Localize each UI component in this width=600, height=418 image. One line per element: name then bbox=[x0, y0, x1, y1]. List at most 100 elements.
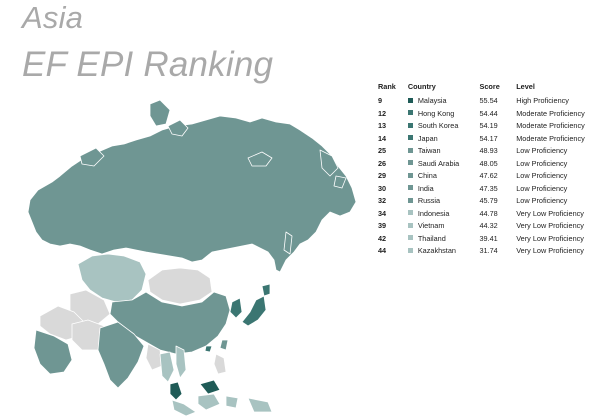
score-cell: 54.44 bbox=[479, 108, 498, 118]
table-row: 44 Kazakhstan 31.74 Very Low Proficiency bbox=[378, 245, 600, 258]
title-line-2: EF EPI Ranking bbox=[22, 45, 274, 84]
country-name: Kazakhstan bbox=[417, 246, 456, 255]
score-cell: 55.54 bbox=[479, 96, 498, 105]
rank-cell: 26 bbox=[378, 158, 387, 168]
level-cell: Moderate Proficiency bbox=[516, 108, 585, 118]
malaysia-region bbox=[169, 381, 183, 401]
country-header: Country bbox=[407, 82, 436, 91]
country-name: Thailand bbox=[417, 233, 446, 243]
country-name: South Korea bbox=[417, 121, 459, 130]
level-cell: Low Proficiency bbox=[516, 196, 568, 205]
title-line-1: Asia bbox=[22, 0, 84, 35]
rank-cell: 44 bbox=[378, 246, 387, 255]
country-cell: Indonesia bbox=[407, 208, 480, 221]
country-cell: Russia bbox=[407, 195, 480, 208]
legend-swatch bbox=[407, 160, 413, 166]
thailand-region bbox=[159, 351, 175, 383]
legend-swatch bbox=[407, 97, 413, 103]
country-name: India bbox=[417, 183, 434, 193]
country-cell: Taiwan bbox=[407, 145, 480, 158]
country-name: China bbox=[417, 171, 437, 180]
country-cell: India bbox=[407, 183, 480, 196]
legend-swatch bbox=[407, 235, 413, 241]
rank-cell: 29 bbox=[378, 171, 387, 180]
hong-kong-region bbox=[204, 345, 213, 353]
legend-swatch bbox=[407, 172, 413, 178]
legend-swatch bbox=[407, 110, 413, 116]
taiwan-region bbox=[219, 339, 229, 351]
table-row: 29 China 47.62 Low Proficiency bbox=[378, 170, 600, 183]
table-row: 12 Hong Kong 54.44 Moderate Proficiency bbox=[378, 108, 600, 121]
level-cell: Very Low Proficiency bbox=[516, 221, 584, 230]
score-cell: 45.79 bbox=[479, 196, 498, 205]
score-cell: 47.35 bbox=[479, 183, 498, 193]
country-cell: Malaysia bbox=[407, 95, 480, 108]
country-name: Indonesia bbox=[417, 208, 450, 218]
score-cell: 54.17 bbox=[479, 133, 498, 143]
south-korea-region bbox=[229, 297, 243, 319]
legend-swatch bbox=[407, 210, 413, 216]
country-name: Malaysia bbox=[417, 96, 447, 105]
score-cell: 44.32 bbox=[479, 221, 498, 230]
table-row: 13 South Korea 54.19 Moderate Proficiency bbox=[378, 120, 600, 133]
rank-cell: 32 bbox=[378, 196, 387, 205]
country-cell: Japan bbox=[407, 133, 480, 146]
level-cell: Very Low Proficiency bbox=[516, 208, 584, 218]
score-cell: 48.05 bbox=[479, 158, 498, 168]
level-cell: Low Proficiency bbox=[516, 183, 568, 193]
table-row: 9 Malaysia 55.54 High Proficiency bbox=[378, 95, 600, 108]
japan-region bbox=[241, 295, 267, 327]
rank-cell: 9 bbox=[378, 96, 383, 105]
rank-cell: 13 bbox=[378, 121, 387, 130]
india-region bbox=[97, 321, 145, 389]
country-name: Taiwan bbox=[417, 146, 441, 155]
level-cell: Low Proficiency bbox=[516, 158, 568, 168]
table-row: 39 Vietnam 44.32 Very Low Proficiency bbox=[378, 220, 600, 233]
score-cell: 31.74 bbox=[479, 246, 498, 255]
country-cell: South Korea bbox=[407, 120, 480, 133]
score-cell: 39.41 bbox=[479, 233, 498, 243]
mongolia-region bbox=[147, 267, 213, 305]
legend-swatch bbox=[407, 185, 413, 191]
level-header: Level bbox=[516, 82, 535, 91]
legend-swatch bbox=[407, 135, 413, 141]
country-name: Japan bbox=[417, 133, 438, 143]
legend-swatch bbox=[407, 247, 413, 253]
country-cell: Hong Kong bbox=[407, 108, 480, 121]
score-cell: 47.62 bbox=[479, 171, 498, 180]
country-cell: Saudi Arabia bbox=[407, 158, 480, 171]
score-cell: 44.78 bbox=[479, 208, 498, 218]
rank-cell: 30 bbox=[378, 183, 387, 193]
level-cell: Moderate Proficiency bbox=[516, 121, 585, 130]
table-row: 14 Japan 54.17 Moderate Proficiency bbox=[378, 133, 600, 146]
saudi-arabia-region bbox=[33, 329, 73, 375]
level-cell: Low Proficiency bbox=[516, 146, 568, 155]
vietnam-region bbox=[175, 345, 187, 379]
table-row: 25 Taiwan 48.93 Low Proficiency bbox=[378, 145, 600, 158]
table-row: 30 India 47.35 Low Proficiency bbox=[378, 183, 600, 196]
rank-cell: 12 bbox=[378, 108, 387, 118]
table-row: 34 Indonesia 44.78 Very Low Proficiency bbox=[378, 208, 600, 221]
score-cell: 54.19 bbox=[479, 121, 498, 130]
country-name: Hong Kong bbox=[417, 108, 455, 118]
score-cell: 48.93 bbox=[479, 146, 498, 155]
level-cell: High Proficiency bbox=[516, 96, 569, 105]
rank-cell: 25 bbox=[378, 146, 387, 155]
country-name: Saudi Arabia bbox=[417, 158, 460, 168]
country-cell: China bbox=[407, 170, 480, 183]
level-cell: Low Proficiency bbox=[516, 171, 568, 180]
rank-cell: 34 bbox=[378, 208, 387, 218]
country-name: Russia bbox=[417, 196, 441, 205]
legend-swatch bbox=[407, 122, 413, 128]
rank-header: Rank bbox=[378, 82, 396, 91]
russia-region bbox=[27, 115, 357, 273]
indonesia-region bbox=[171, 399, 197, 417]
table-row: 32 Russia 45.79 Low Proficiency bbox=[378, 195, 600, 208]
country-cell: Kazakhstan bbox=[407, 245, 480, 258]
rank-cell: 39 bbox=[378, 221, 387, 230]
legend-swatch bbox=[407, 197, 413, 203]
country-name: Vietnam bbox=[417, 221, 445, 230]
legend-swatch bbox=[407, 147, 413, 153]
ranking-table: Rank Country Score Level 9 Malaysia 55.54 H… bbox=[378, 82, 600, 258]
